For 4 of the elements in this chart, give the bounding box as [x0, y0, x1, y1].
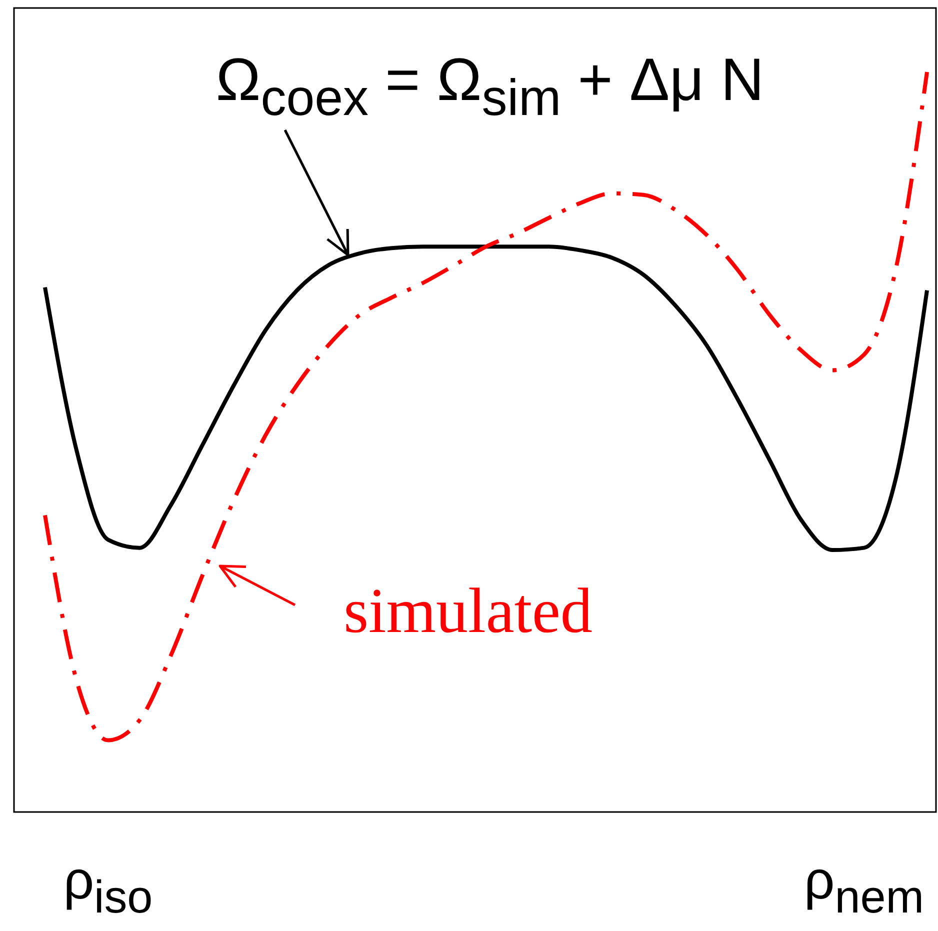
x-tick-label: ρ$_{nem}$: [804, 850, 924, 922]
annotation: simulated: [344, 575, 592, 646]
annotation: Ω$_{coex}$ = Ω$_{sim}$ + Δμ N: [216, 46, 764, 126]
x-tick-label: ρ$_{iso}$: [63, 850, 153, 922]
